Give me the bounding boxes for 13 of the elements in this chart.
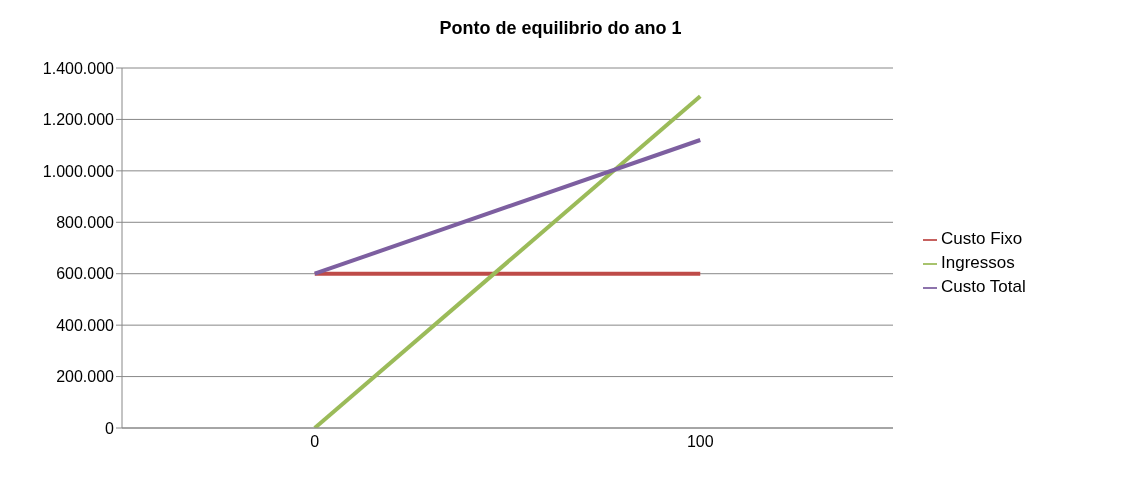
- y-tick-label: 800.000: [56, 213, 115, 231]
- chart-title: Ponto de equilibrio do ano 1: [438, 17, 683, 40]
- y-tick-label: 200.000: [56, 368, 115, 386]
- legend-label: Ingressos: [941, 253, 1015, 272]
- legend-label: Custo Total: [941, 277, 1026, 296]
- x-tick-label: 100: [686, 433, 714, 451]
- y-tick-label: 0: [105, 419, 115, 437]
- y-tick-label: 600.000: [56, 265, 115, 283]
- y-tick-label: 1.400.000: [42, 59, 115, 77]
- y-tick-label: 1.000.000: [42, 162, 115, 180]
- y-tick-label: 400.000: [56, 316, 115, 334]
- legend-label: Custo Fixo: [941, 229, 1023, 248]
- y-tick-label: 1.200.000: [42, 111, 115, 129]
